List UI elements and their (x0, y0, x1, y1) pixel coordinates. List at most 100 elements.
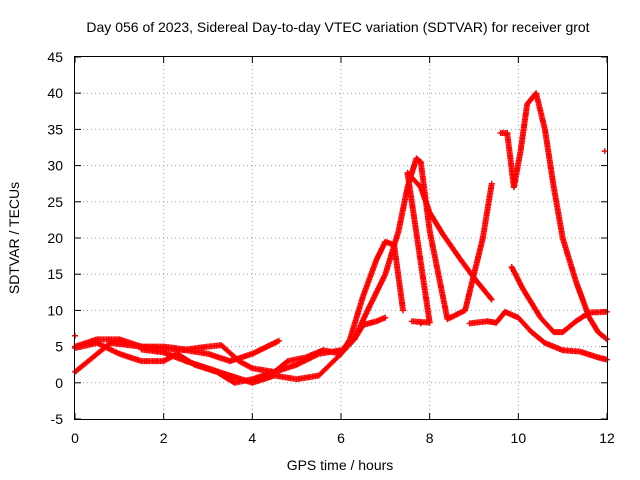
data-point-run (404, 171, 433, 326)
x-tick-label: 8 (426, 430, 434, 446)
data-point-run (440, 231, 463, 262)
data-point-run (236, 358, 254, 371)
data-point-run (559, 347, 582, 355)
data-point-run (541, 126, 557, 189)
data-point-run (284, 354, 307, 365)
data-point-run (360, 258, 379, 299)
y-tick-label: 25 (47, 194, 63, 210)
data-point-run (426, 209, 446, 236)
data-point-run (471, 274, 494, 302)
series-track-6 (497, 90, 610, 343)
data-point-run (249, 338, 281, 357)
data-point-run (510, 149, 524, 191)
data-point-run (515, 314, 534, 334)
series-track-5 (404, 169, 495, 326)
data-point-run (586, 314, 601, 334)
data-point-run (517, 102, 530, 155)
data-point (488, 180, 495, 187)
data-point-run (559, 319, 578, 336)
x-axis-label: GPS time / hours (287, 457, 394, 473)
y-tick-label: 15 (47, 266, 63, 282)
data-point-run (293, 372, 321, 383)
data-point-run (417, 184, 433, 215)
data-point (382, 314, 389, 321)
data-point-run (338, 337, 357, 357)
data-point-run (466, 318, 489, 327)
data-point-run (444, 308, 467, 323)
data-point-run (395, 185, 411, 234)
data-point (275, 337, 282, 344)
data-point-run (302, 347, 325, 361)
data-point-run (116, 350, 143, 364)
data-point-run (271, 359, 290, 375)
x-tick-label: 4 (248, 430, 256, 446)
y-tick-label: 40 (47, 85, 63, 101)
data-point-run (227, 372, 254, 386)
data-point-run (138, 358, 166, 365)
data-point-run (364, 272, 388, 314)
data-point-run (528, 329, 547, 345)
data-point-run (249, 373, 276, 386)
data-point-run (457, 256, 477, 280)
y-tick-label: -5 (51, 411, 64, 427)
data-point-run (320, 347, 343, 357)
data-point-run (519, 285, 543, 320)
data-point-run (533, 90, 548, 131)
data-point-run (586, 308, 609, 316)
series-track-8 (508, 264, 610, 336)
data-point-run (550, 184, 566, 240)
data-point-run (404, 169, 423, 190)
data-point-run (426, 227, 451, 321)
x-tick-label: 10 (511, 430, 527, 446)
data-point-run (205, 350, 232, 364)
data-point-run (160, 343, 188, 353)
data-point-run (373, 240, 388, 263)
axis-ticks: 0 2 4 6 8 10 12 -5 0 5 10 15 20 25 30 35 40 45 (47, 49, 615, 446)
data-point-run (94, 340, 121, 357)
x-tick-label: 2 (160, 430, 168, 446)
data-point-run (160, 349, 188, 364)
data-point-run (413, 155, 423, 165)
y-tick-label: 0 (55, 375, 63, 391)
y-axis-label: SDTVAR / TECUs (6, 182, 22, 294)
data-point-run (351, 308, 370, 343)
y-tick-label: 5 (55, 339, 63, 355)
data-point-run (72, 355, 95, 375)
data-point-run (577, 348, 600, 360)
plot-frame (74, 56, 608, 420)
data-point-run (382, 229, 402, 278)
data-point-run (559, 235, 579, 283)
data-point-run (537, 314, 556, 334)
data-point-run (315, 352, 343, 379)
data-point-run (116, 336, 143, 350)
data-point-run (479, 182, 495, 241)
data-point (417, 320, 424, 327)
data-point (400, 307, 407, 314)
data-point-run (182, 358, 210, 371)
y-tick-label: 10 (47, 302, 63, 318)
x-tick-label: 6 (337, 430, 345, 446)
series-track-4 (138, 155, 495, 386)
chart-title: Day 056 of 2023, Sidereal Day-to-day VTE… (86, 19, 589, 35)
data-point (601, 148, 608, 155)
data-point-run (94, 336, 121, 343)
data-point-run (271, 372, 299, 382)
data-point-run (205, 365, 232, 379)
series-track-7 (466, 308, 610, 363)
x-tick-label: 12 (599, 430, 615, 446)
y-tick-label: 30 (47, 158, 63, 174)
y-tick-label: 35 (47, 121, 63, 137)
data-point-run (138, 346, 166, 356)
data-point-run (346, 294, 366, 343)
data-point-run (249, 369, 276, 383)
data-point-run (218, 342, 241, 363)
data-point-run (408, 318, 432, 326)
data-markers (72, 90, 610, 386)
data-point (488, 296, 495, 303)
data-point-run (182, 343, 210, 353)
y-tick-label: 20 (47, 230, 63, 246)
data-point-run (508, 264, 525, 291)
data-point-run (595, 329, 609, 342)
data-point-run (541, 340, 565, 353)
